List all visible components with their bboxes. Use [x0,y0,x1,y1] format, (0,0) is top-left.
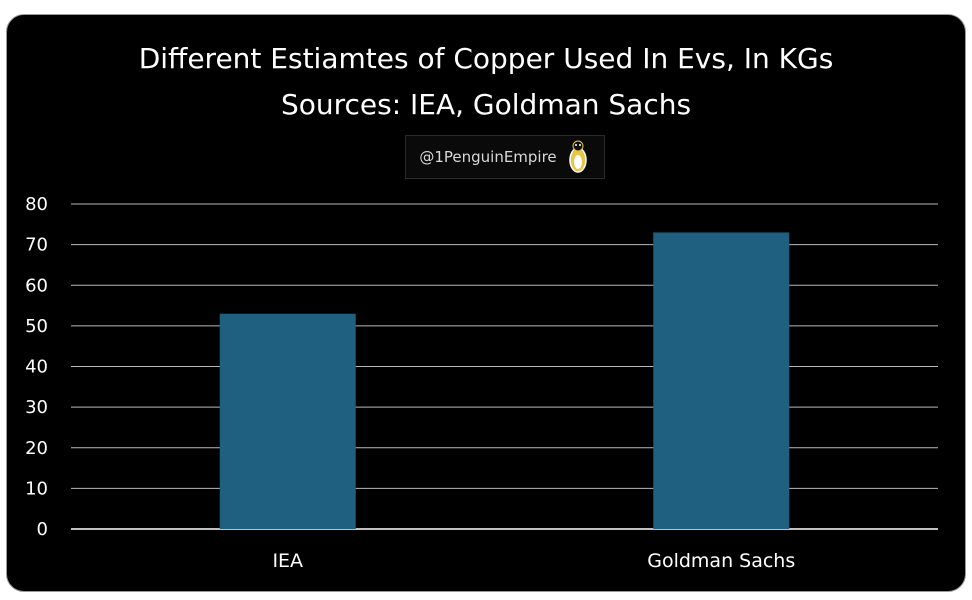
y-tick-label: 60 [25,275,48,296]
y-tick-label: 70 [25,235,48,256]
bar-chart: 0 10 20 30 40 50 60 70 80 IEA Goldman Sachs [25,194,938,572]
y-tick-label: 30 [25,397,48,418]
bar-iea [219,313,356,529]
bar-goldman-sachs [653,232,790,529]
y-tick-label: 50 [25,316,48,337]
chart-title: Different Estiamtes of Copper Used In Ev… [138,42,834,75]
watermark-badge: @1PenguinEmpire [405,135,605,179]
x-tick-label: Goldman Sachs [647,550,795,572]
y-tick-label: 40 [25,357,48,378]
y-tick-label: 20 [25,438,48,459]
y-tick-label: 80 [25,194,48,215]
x-tick-label: IEA [272,550,303,572]
penguin-icon [568,140,587,173]
chart-subtitle: Sources: IEA, Goldman Sachs [280,88,692,121]
y-tick-label: 0 [37,519,48,540]
chart-frame: Different Estiamtes of Copper Used In Ev… [6,14,966,592]
watermark-text: @1PenguinEmpire [419,148,557,166]
y-tick-label: 10 [25,478,48,499]
